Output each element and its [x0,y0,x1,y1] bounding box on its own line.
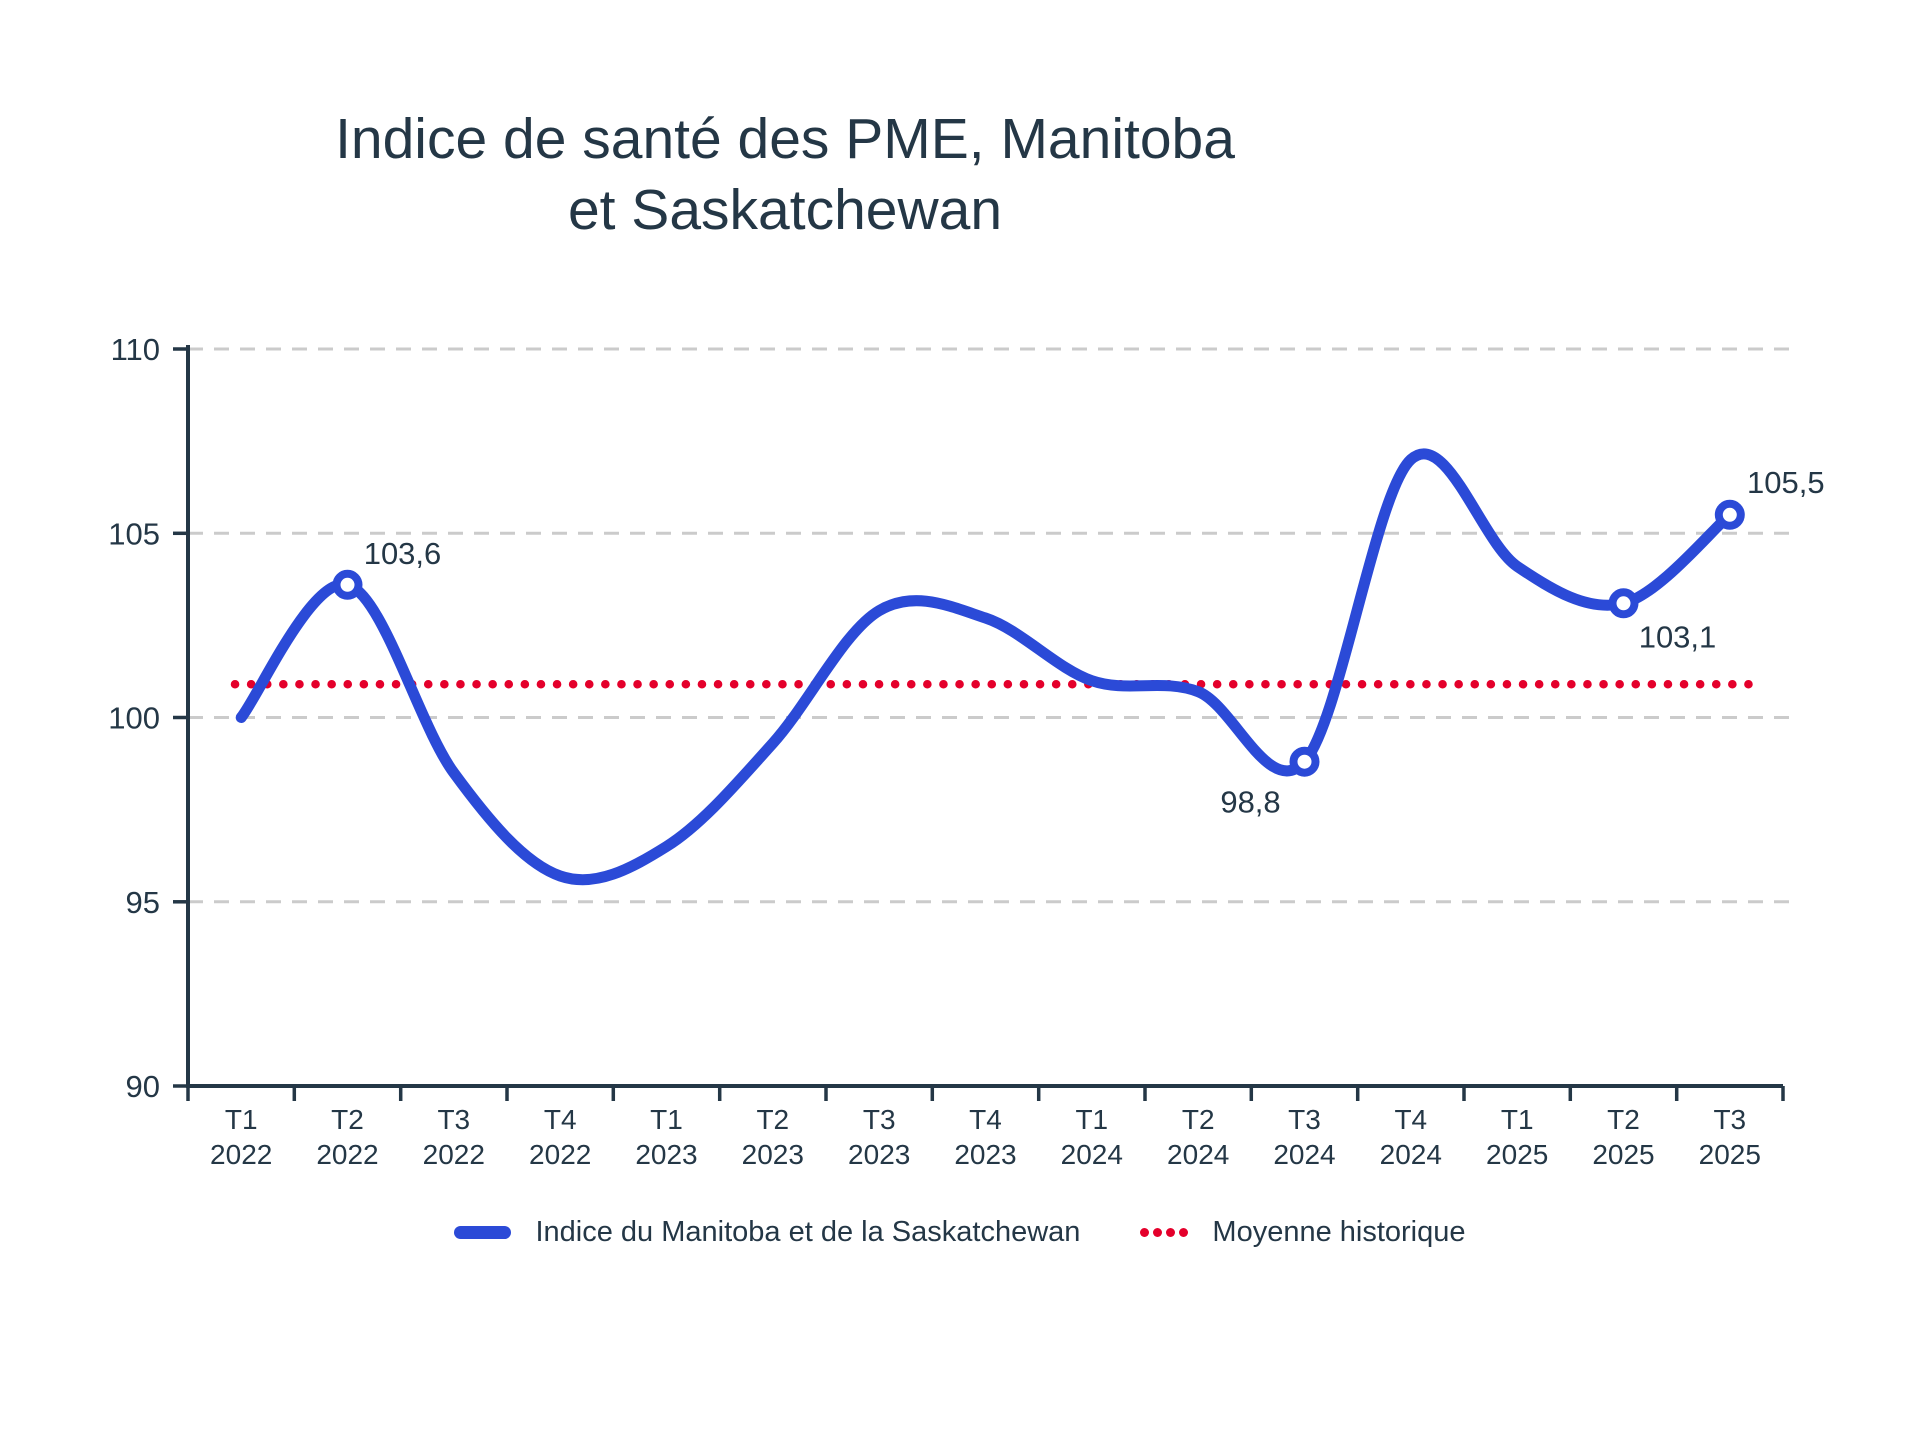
legend-item-2: Moyenne historique [1140,1216,1466,1249]
y-tick-label: 90 [126,1069,160,1104]
y-tick-label: 100 [108,701,160,736]
x-tick-label-year: 2025 [1699,1139,1761,1170]
chart-title: Indice de santé des PME, Manitoba et Sas… [0,104,1570,246]
data-point-marker [1608,588,1639,619]
data-point-label: 98,8 [1220,785,1280,820]
x-tick-label-quarter: T4 [1394,1104,1427,1135]
y-tick-label: 95 [126,885,160,920]
x-tick-label-quarter: T1 [225,1104,258,1135]
chart-title-line1: Indice de santé des PME, Manitoba [335,107,1235,171]
x-tick-label-year: 2024 [1061,1139,1123,1170]
x-tick-label-year: 2023 [848,1139,910,1170]
x-tick-label-year: 2024 [1167,1139,1229,1170]
x-tick-label-year: 2024 [1273,1139,1335,1170]
legend-label: Moyenne historique [1212,1216,1466,1248]
x-tick-label-quarter: T3 [863,1104,896,1135]
legend-dot-icon [1166,1228,1176,1237]
x-tick-label-quarter: T3 [1713,1104,1746,1135]
x-tick-label-year: 2022 [210,1139,272,1170]
x-tick-label-quarter: T1 [1501,1104,1534,1135]
legend-label: Indice du Manitoba et de la Saskatchewan [535,1216,1081,1248]
x-tick-label-quarter: T1 [650,1104,683,1135]
x-tick-label-year: 2022 [423,1139,485,1170]
legend-dot-icon [1140,1228,1150,1237]
x-tick-label-quarter: T2 [331,1104,364,1135]
x-tick-label-year: 2025 [1486,1139,1548,1170]
x-tick-label-year: 2024 [1380,1139,1442,1170]
x-tick-label-quarter: T2 [1607,1104,1640,1135]
x-tick-label-quarter: T1 [1075,1104,1108,1135]
x-tick-label-year: 2022 [316,1139,378,1170]
data-point-label: 105,5 [1747,465,1825,500]
x-tick-label-quarter: T4 [969,1104,1002,1135]
legend-dot-icon [1153,1228,1163,1237]
data-point-marker [332,569,363,600]
data-point-marker [1289,746,1320,777]
x-tick-label-year: 2025 [1592,1139,1654,1170]
x-tick-label-year: 2023 [954,1139,1016,1170]
x-tick-label-year: 2023 [635,1139,697,1170]
chart-title-line2: et Saskatchewan [567,178,1003,242]
x-tick-label-quarter: T3 [437,1104,470,1135]
legend-line-swatch-icon [454,1226,512,1239]
data-point-label: 103,6 [364,536,442,571]
x-tick-label-quarter: T4 [544,1104,577,1135]
x-tick-label-quarter: T3 [1288,1104,1321,1135]
y-tick-label: 105 [108,516,160,551]
legend-item-1: Indice du Manitoba et de la Saskatchewan [454,1216,1080,1249]
y-tick-label: 110 [111,332,160,367]
x-tick-label-quarter: T2 [1182,1104,1215,1135]
x-tick-label-year: 2023 [742,1139,804,1170]
index-line [235,448,1736,886]
data-point-label: 103,1 [1639,619,1717,654]
legend-dot-icon [1179,1228,1189,1237]
x-tick-label-year: 2022 [529,1139,591,1170]
chart-legend: Indice du Manitoba et de la Saskatchewan… [0,1216,1920,1249]
legend-dots-swatch-icon [1140,1228,1189,1237]
data-point-marker [1714,499,1745,530]
x-tick-label-quarter: T2 [756,1104,789,1135]
